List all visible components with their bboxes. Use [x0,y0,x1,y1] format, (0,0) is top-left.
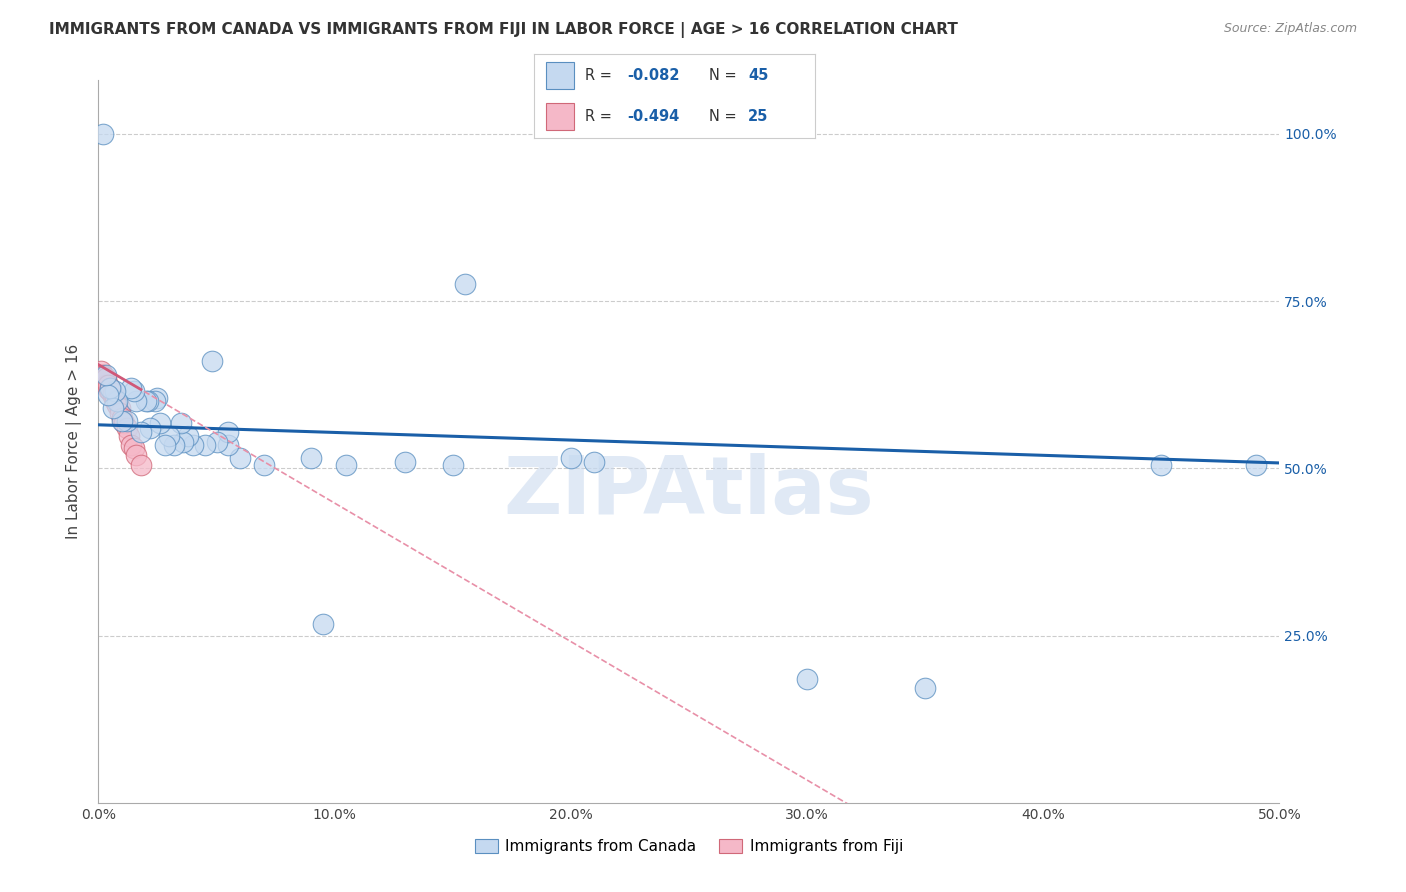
Point [111,414,134,429]
Point [253,458,276,472]
Point [118,429,141,443]
Point [91,371,114,385]
Point [441,458,464,472]
Point [98,381,121,395]
Point [149,416,172,430]
Point [105,398,128,412]
Text: IMMIGRANTS FROM CANADA VS IMMIGRANTS FROM FIJI IN LABOR FORCE | AGE > 16 CORRELA: IMMIGRANTS FROM CANADA VS IMMIGRANTS FRO… [49,22,957,38]
Point [335,458,357,472]
Point [125,448,148,462]
Point [205,434,228,449]
Point [121,438,143,452]
Point [94,368,117,382]
Point [108,401,131,416]
Point [583,455,606,469]
Y-axis label: In Labor Force | Age > 16: In Labor Force | Age > 16 [66,344,83,539]
Point [90,364,112,378]
Point [104,394,127,409]
Point [914,681,936,695]
Text: 45: 45 [748,68,768,83]
Point [122,442,145,455]
Point [97,387,120,401]
Text: N =: N = [709,109,741,124]
Text: 25: 25 [748,109,768,124]
Point [796,672,818,686]
Point [94,371,117,385]
Point [98,381,121,395]
Text: N =: N = [709,68,741,83]
Point [97,377,120,392]
Point [163,438,186,452]
Point [217,438,239,452]
Point [91,369,114,384]
Point [94,377,117,392]
Point [135,394,157,409]
Point [91,368,114,382]
Point [181,438,204,452]
Text: ZIPAtlas: ZIPAtlas [503,453,875,531]
Point [101,401,124,416]
Text: Source: ZipAtlas.com: Source: ZipAtlas.com [1223,22,1357,36]
Text: -0.082: -0.082 [627,68,679,83]
Point [104,384,127,399]
Bar [546,103,574,130]
Point [157,429,180,443]
Text: -0.494: -0.494 [627,109,679,124]
Text: R =: R = [585,68,616,83]
Point [143,394,166,409]
Point [194,438,217,452]
Point [201,354,224,368]
Text: R =: R = [585,109,616,124]
Point [122,384,145,399]
Point [453,277,475,292]
Point [112,416,135,430]
Point [111,411,134,425]
Point [98,384,121,399]
Point [129,458,152,472]
Point [229,451,252,466]
Point [1244,458,1267,472]
Point [136,394,159,409]
Point [115,414,138,429]
Point [560,451,582,466]
Point [394,455,416,469]
Point [312,616,335,631]
Point [90,368,112,382]
Point [170,416,193,430]
Point [139,421,162,435]
Point [101,386,124,401]
Point [217,425,239,439]
Point [125,394,148,409]
Point [97,382,120,396]
Point [101,389,124,403]
Point [177,429,200,443]
Legend: Immigrants from Canada, Immigrants from Fiji: Immigrants from Canada, Immigrants from … [468,832,910,860]
Point [91,127,114,141]
Point [172,434,194,449]
Point [299,451,322,466]
Point [129,425,152,439]
Point [153,438,176,452]
Point [1150,458,1173,472]
Point [105,394,128,409]
Point [146,391,169,405]
Bar [546,62,574,89]
Point [115,421,138,435]
Point [108,407,131,421]
Point [121,381,143,395]
